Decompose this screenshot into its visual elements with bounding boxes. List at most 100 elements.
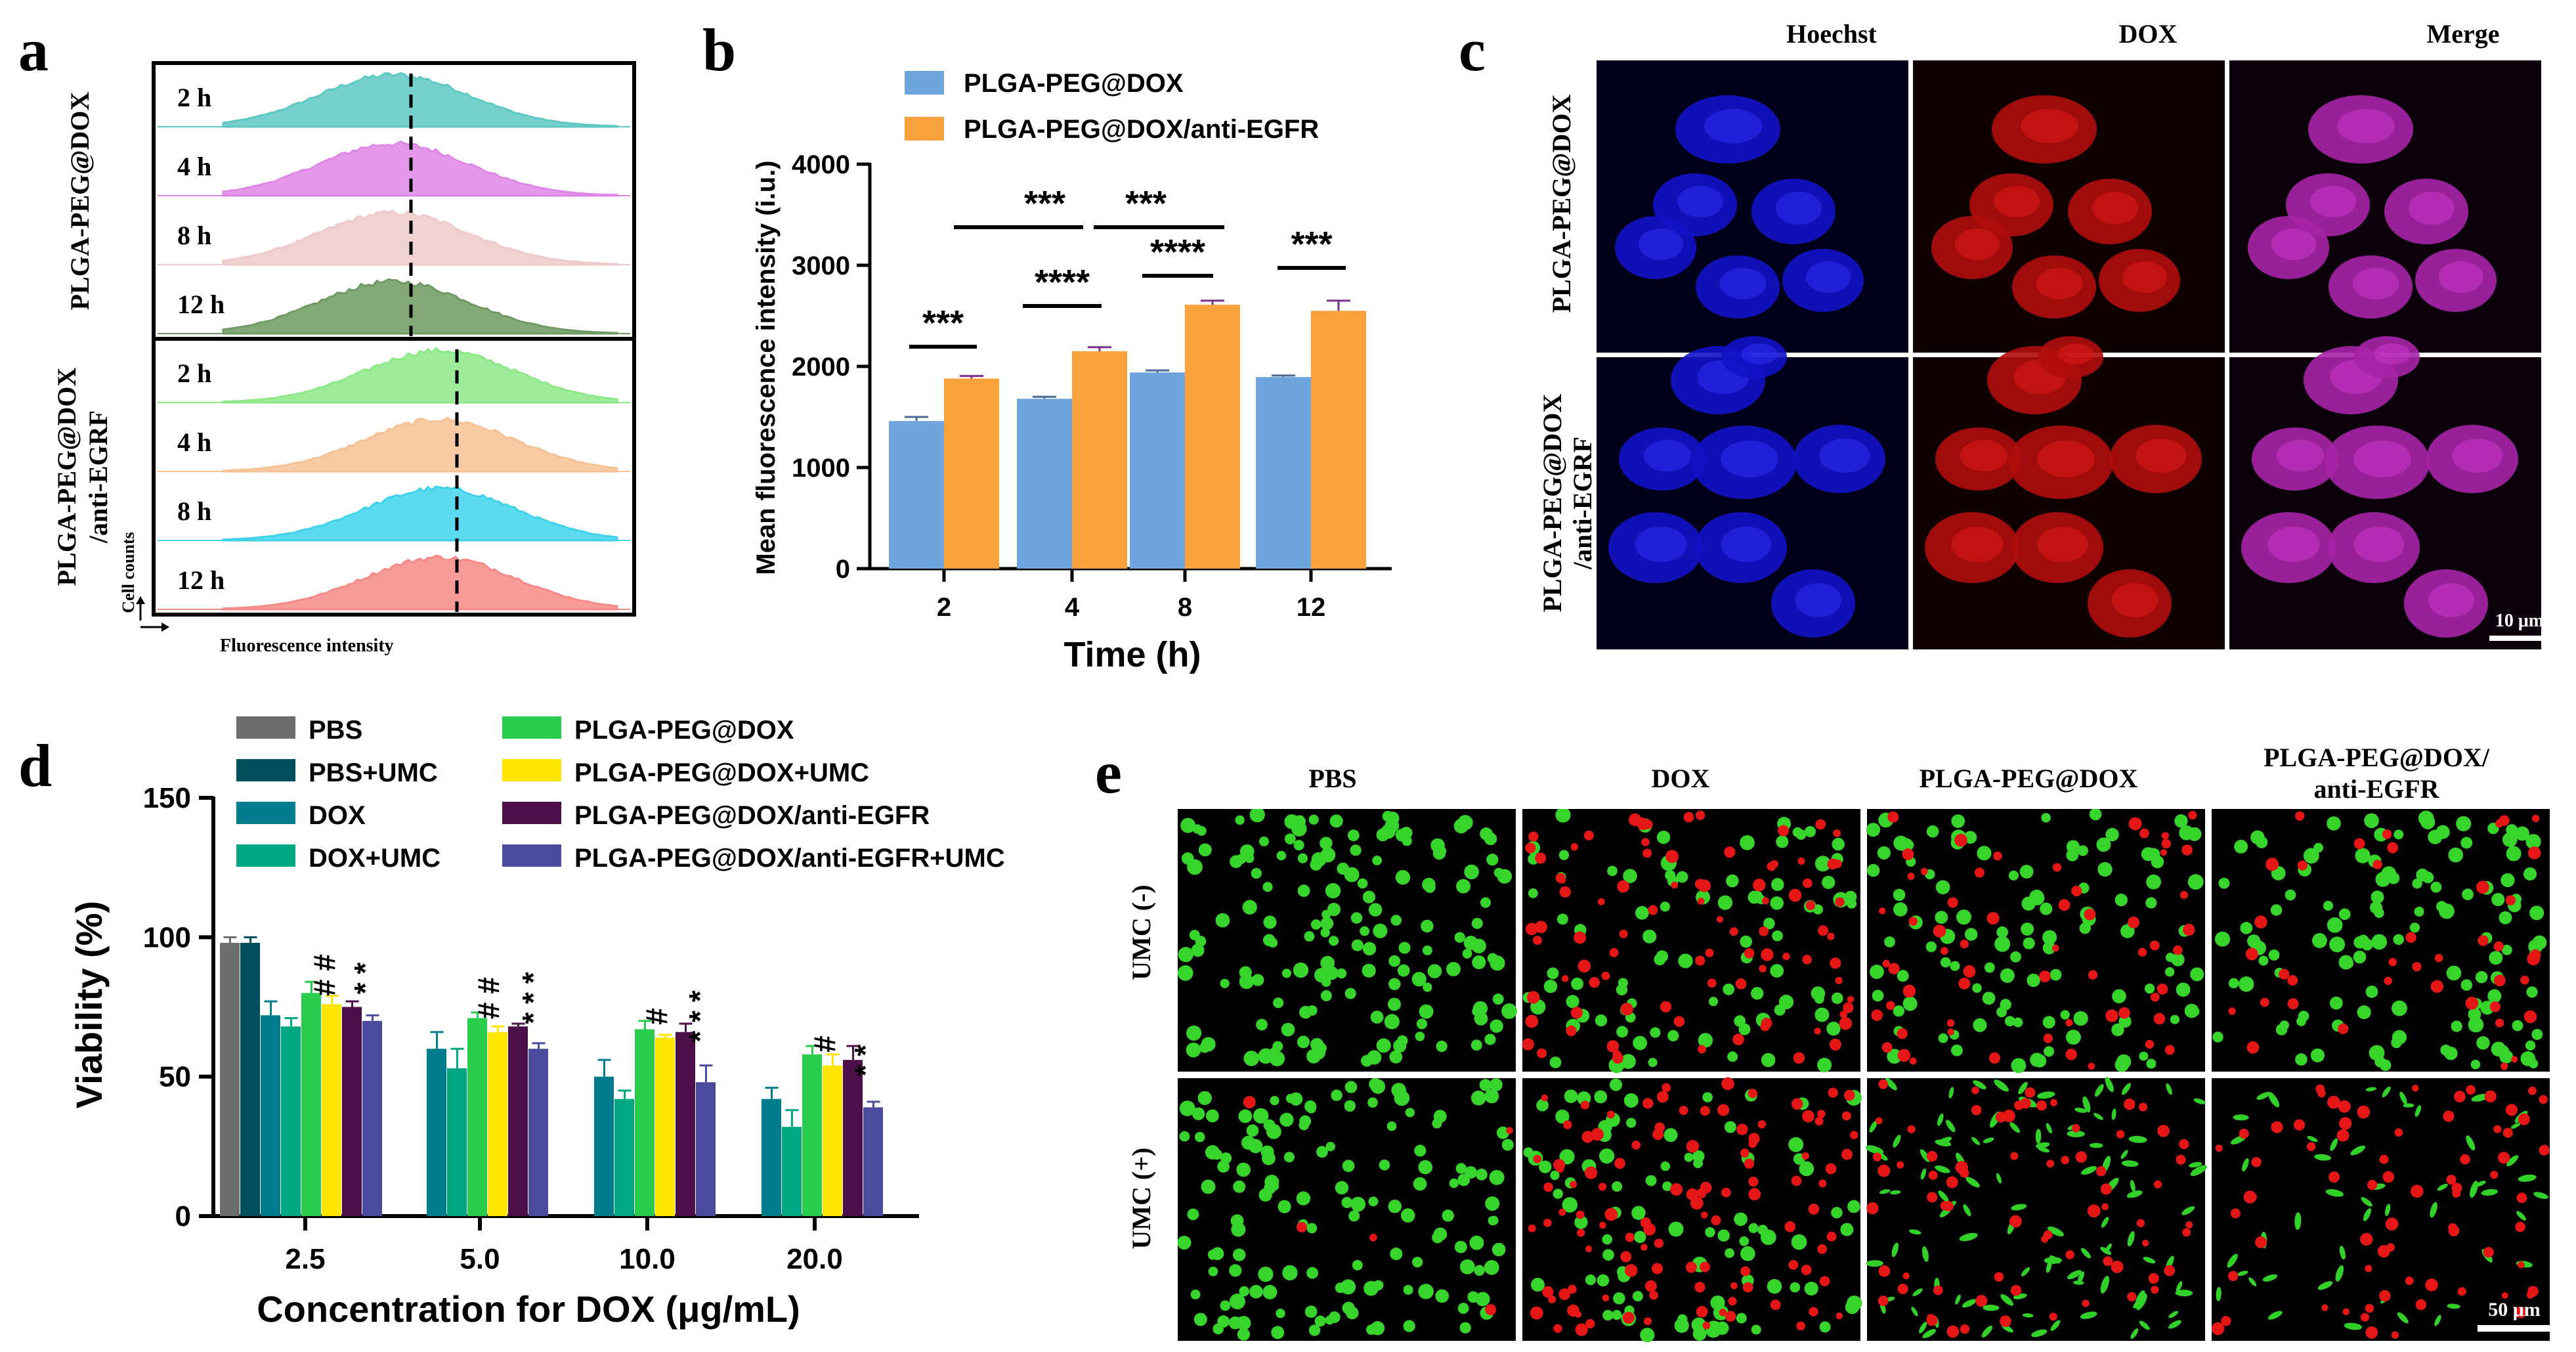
bar-3-20.0 (762, 1099, 781, 1216)
annotation-6: * * * (683, 990, 717, 1042)
confocal-image-grid (1597, 60, 2541, 649)
group2-label-line1: PLGA-PEG@DOX (52, 368, 81, 586)
annotation-7: # (807, 1036, 842, 1053)
panel-letter-a: a (18, 16, 49, 83)
y-tick-label: 50 (159, 1061, 191, 1093)
bar-5-2.5 (301, 993, 321, 1216)
confocal-cell-r2-c3 (2229, 357, 2541, 649)
histogram-2 (222, 140, 618, 197)
row-label-4: 12 h (177, 290, 225, 319)
annotation-3: # # (471, 977, 505, 1019)
live-dead-image-grid (1178, 809, 2550, 1343)
significance-stars-5: *** (1024, 184, 1065, 223)
row-label-1: PLGA-PEG@DOX (1547, 95, 1576, 313)
bar-2-2 (944, 378, 999, 569)
significance-stars-6: *** (1125, 184, 1167, 223)
legend-swatch-3 (236, 802, 295, 824)
histogram-6 (222, 416, 618, 473)
y-tick-label: 1000 (792, 454, 850, 483)
x-tick-label: 2 (937, 593, 951, 622)
legend-label-series-1: PLGA-PEG@DOX (964, 69, 1184, 98)
x-tick-label: 5.0 (460, 1243, 500, 1275)
histogram-5 (222, 347, 618, 404)
y-tick-label: 150 (143, 782, 191, 814)
column-title-hoechst: Hoechst (1786, 19, 1877, 49)
bar-1-2 (889, 421, 944, 569)
y-axis-label: Viability (%) (68, 901, 110, 1108)
row-label-2-line1: PLGA-PEG@DOX (1537, 394, 1567, 613)
y-tick-label: 100 (143, 921, 191, 953)
y-tick-label: 3000 (792, 251, 850, 280)
column-title-dox: DOX (1651, 764, 1710, 793)
bars (220, 936, 883, 1216)
bar-4-2.5 (281, 1026, 301, 1216)
legend-label-8: PLGA-PEG@DOX/anti-EGFR+UMC (574, 844, 1005, 873)
live-dead-cell-r2-c1 (1178, 1078, 1516, 1341)
bar-1-12 (1256, 377, 1311, 569)
legend-label-7: PLGA-PEG@DOX/anti-EGFR (574, 801, 930, 830)
bar-3-5.0 (427, 1049, 446, 1216)
bar-5-5.0 (467, 1018, 487, 1216)
legend-label-3: DOX (309, 801, 366, 830)
legend-label-2: PBS+UMC (309, 758, 438, 787)
bar-5-10.0 (635, 1029, 655, 1216)
panel-letter-b: b (702, 16, 737, 83)
column-title-merge: Merge (2426, 19, 2500, 49)
bar-7-10.0 (676, 1032, 695, 1216)
annotation-8: * * (848, 1045, 882, 1077)
panel-letter-c: c (1459, 16, 1486, 83)
significance-stars-2: **** (1035, 263, 1090, 302)
axes: 0 50 100 150 2.5 5.0 10.0 20.0 (143, 782, 919, 1275)
bar-7-20.0 (843, 1060, 863, 1216)
y-axis-label: Mean fluorescence intensity (i.u.) (752, 160, 781, 575)
group2-label-line2: /anti-EGRF (83, 410, 113, 544)
scale-bar-label: 10 μm (2495, 611, 2544, 631)
y-tick-label: 0 (836, 555, 850, 584)
x-axis-label: Concentration for DOX (μg/mL) (257, 1288, 800, 1330)
histogram-rows: 2 h 4 h 8 h 12 h 2 h 4 h 8 h 12 h (158, 72, 630, 611)
x-tick-label: 12 (1297, 593, 1326, 622)
bar-2-12 (1311, 311, 1366, 569)
panel-c: Hoechst DOX Merge PLGA-PEG@DOX PLGA-PEG@… (1523, 0, 2576, 657)
bar-3-2.5 (261, 1015, 280, 1216)
bar-4-5.0 (447, 1068, 467, 1216)
group2-frame (152, 337, 636, 617)
legend-label-series-2: PLGA-PEG@DOX/anti-EGFR (964, 115, 1319, 144)
panel-letter-e: e (1095, 739, 1122, 806)
bar-8-5.0 (528, 1049, 548, 1216)
scale-bar-label: 50 μm (2488, 1299, 2541, 1320)
x-axis-label: Time (h) (1063, 635, 1201, 674)
x-tick-label: 4 (1065, 593, 1080, 622)
annotations: # # * * # # * * * # * * *#* * (307, 954, 882, 1076)
significance-stars-4: *** (1291, 225, 1332, 264)
bar-6-2.5 (322, 1004, 341, 1216)
row-label-7: 8 h (177, 496, 211, 526)
bar-7-5.0 (508, 1026, 528, 1216)
row-label-umc-minus: UMC (-) (1127, 884, 1156, 980)
legend-swatch-8 (502, 844, 561, 867)
row-label-6: 4 h (177, 427, 211, 457)
annotation-5: # (639, 1008, 674, 1025)
row-label-3: 8 h (177, 221, 211, 250)
group1-label: PLGA-PEG@DOX (65, 92, 95, 311)
bar-6-20.0 (823, 1065, 842, 1216)
bar-4-10.0 (614, 1099, 634, 1216)
live-dead-cell-r2-c2 (1522, 1078, 1860, 1341)
annotation-1: # # (307, 954, 341, 996)
bar-1-4 (1017, 399, 1072, 569)
x-tick-label: 2.5 (285, 1243, 325, 1275)
panel-d-chart: PBS PBS+UMC DOX DOX+UMC PLGA-PEG@DOX PLGA-PEG… (68, 716, 1005, 1330)
panel-b-chart: PLGA-PEG@DOX PLGA-PEG@DOX/anti-EGFR Mean… (752, 69, 1392, 674)
x-tick-label: 20.0 (786, 1243, 843, 1275)
legend-swatch-series-1 (905, 71, 944, 95)
column-title-dox: DOX (2118, 19, 2178, 49)
legend-label-1: PBS (309, 716, 362, 745)
column-title-plga-anti-egfr: PLGA-PEG@DOX/anti-EGFR (2264, 743, 2489, 804)
bars (889, 299, 1366, 569)
bar-3-10.0 (594, 1076, 614, 1216)
histogram-3 (222, 209, 618, 266)
legend-swatch-1 (236, 716, 295, 739)
significance-stars-1: *** (922, 303, 964, 343)
scale-bar (2489, 636, 2550, 641)
y-tick-label: 2000 (792, 353, 850, 382)
